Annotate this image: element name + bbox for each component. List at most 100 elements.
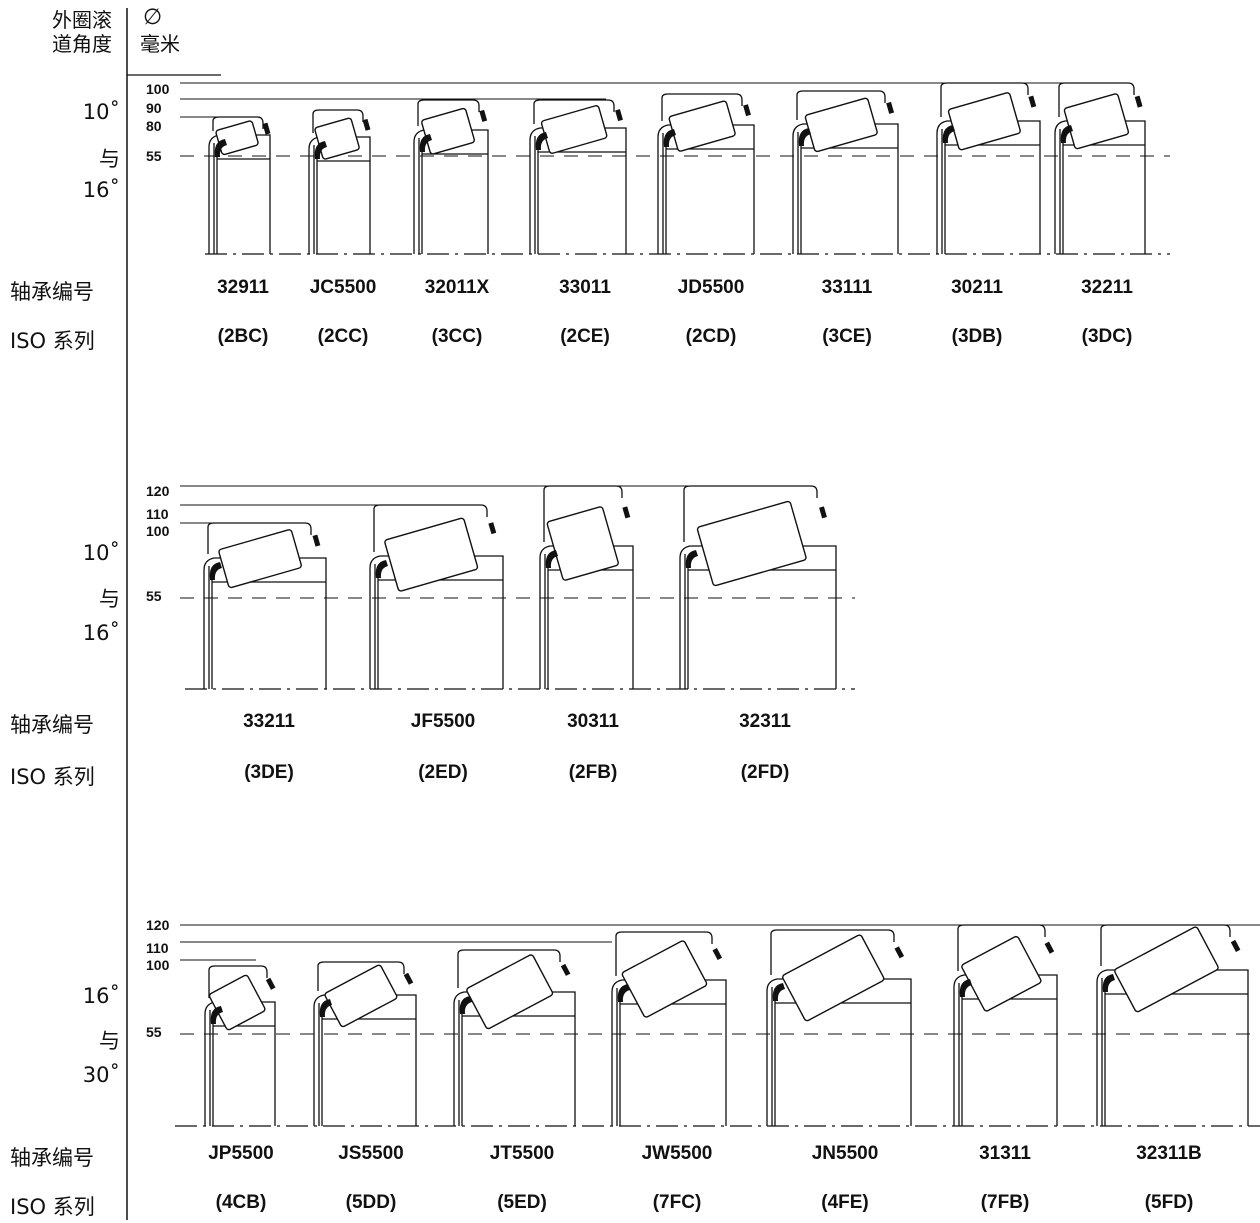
cage-right-segment bbox=[488, 522, 497, 535]
group2-angle-to: 16˚ bbox=[82, 621, 120, 645]
cage-left-segment bbox=[214, 139, 227, 157]
inner-ring bbox=[953, 974, 1058, 1126]
iso-series: (2CC) bbox=[317, 326, 369, 347]
tapered-roller bbox=[218, 529, 302, 589]
cage-left-segment bbox=[545, 550, 558, 568]
cage-left-segment bbox=[617, 984, 630, 1002]
group1-angle-from: 10˚ bbox=[82, 100, 120, 124]
bearing-code: 31311 bbox=[979, 1143, 1031, 1164]
group1-tick-100: 100 bbox=[146, 81, 170, 97]
cage-left-segment bbox=[535, 132, 548, 150]
inner-ring bbox=[792, 123, 899, 254]
group2-bearing-number-label: 轴承编号 bbox=[10, 713, 94, 737]
cage-right-segment bbox=[1134, 95, 1143, 108]
cage-right-segment bbox=[362, 118, 371, 131]
group3-tick-110: 110 bbox=[146, 940, 169, 956]
group3-tick-55: 55 bbox=[146, 1024, 162, 1040]
cage-left-segment bbox=[772, 983, 785, 1001]
cage-right-segment bbox=[894, 946, 905, 959]
cage-right-segment bbox=[265, 977, 276, 990]
bearing-code: JN5500 bbox=[811, 1143, 879, 1164]
diameter-symbol: ∅ bbox=[143, 5, 163, 30]
cage-left-segment bbox=[798, 128, 811, 146]
cage-left-segment bbox=[685, 550, 698, 568]
bearing-code: JD5500 bbox=[677, 277, 745, 298]
inner-ring bbox=[766, 978, 912, 1126]
angle-title-line2: 道角度 bbox=[52, 32, 112, 56]
cage-right-segment bbox=[615, 109, 623, 122]
cage-left-segment bbox=[663, 129, 676, 147]
bearing-code: JT5500 bbox=[489, 1143, 555, 1164]
tapered-roller bbox=[961, 935, 1042, 1012]
iso-series: (3DC) bbox=[1081, 326, 1133, 347]
bearing-drawings bbox=[175, 82, 1260, 1127]
iso-series: (2FB) bbox=[568, 762, 618, 783]
cage-left-segment bbox=[314, 141, 327, 159]
inner-ring bbox=[539, 545, 634, 689]
iso-series: (2BC) bbox=[217, 326, 269, 347]
cage-right-segment bbox=[1044, 941, 1055, 954]
bearing-code: 32211 bbox=[1081, 277, 1133, 298]
iso-series: (7FB) bbox=[980, 1192, 1030, 1213]
cage-right-segment bbox=[312, 534, 321, 547]
iso-series: (4FE) bbox=[821, 1192, 869, 1213]
group2-tick-110: 110 bbox=[146, 506, 169, 522]
group1-tick-55: 55 bbox=[146, 148, 162, 164]
iso-series: (5FD) bbox=[1144, 1192, 1194, 1213]
iso-series: (5DD) bbox=[345, 1192, 397, 1213]
unit-label: 毫米 bbox=[140, 32, 180, 56]
tapered-roller bbox=[621, 940, 708, 1018]
inner-ring bbox=[657, 124, 755, 254]
cage-left-segment bbox=[319, 999, 332, 1017]
tapered-roller bbox=[384, 517, 479, 592]
inner-ring bbox=[611, 979, 727, 1126]
group1-iso-series-label: ISO 系列 bbox=[10, 329, 95, 353]
cage-left-segment bbox=[1102, 974, 1115, 992]
inner-ring bbox=[313, 994, 417, 1126]
cage-right-segment bbox=[1028, 95, 1037, 108]
cage-right-segment bbox=[479, 109, 488, 122]
angle-column-title: 外圈滚 道角度 bbox=[40, 8, 112, 56]
bearing-code: 30211 bbox=[951, 277, 1003, 298]
iso-series: (2CE) bbox=[560, 326, 610, 347]
cage-left-segment bbox=[959, 979, 972, 997]
cage-right-segment bbox=[1230, 939, 1241, 952]
angle-title-line1: 外圈滚 bbox=[52, 8, 112, 32]
cage-left-segment bbox=[375, 560, 388, 578]
cage-left-segment bbox=[210, 1006, 223, 1024]
cage-left-segment bbox=[1060, 125, 1073, 143]
inner-ring bbox=[1096, 969, 1249, 1126]
bearing-code: 32311B bbox=[1136, 1143, 1202, 1164]
group2-tick-55: 55 bbox=[146, 588, 162, 604]
iso-series: (3CC) bbox=[431, 326, 483, 347]
cage-right-segment bbox=[560, 963, 571, 976]
bearing-code: 32311 bbox=[739, 711, 791, 732]
cage-left-segment bbox=[419, 134, 432, 152]
inner-ring bbox=[679, 545, 837, 689]
tapered-roller bbox=[466, 954, 554, 1030]
bearing-code: 32011X bbox=[424, 277, 490, 298]
group3-tick-100: 100 bbox=[146, 957, 170, 973]
bearing-code: 33011 bbox=[559, 277, 611, 298]
cage-right-segment bbox=[622, 506, 631, 519]
inner-ring bbox=[453, 991, 576, 1126]
group3-angle-to: 30˚ bbox=[82, 1063, 120, 1087]
group2-tick-100: 100 bbox=[146, 523, 170, 539]
inner-ring bbox=[1054, 120, 1146, 254]
cage-right-segment bbox=[262, 122, 271, 135]
cage-right-segment bbox=[403, 972, 414, 985]
cage-right-segment bbox=[712, 947, 723, 961]
iso-series: (5ED) bbox=[497, 1192, 547, 1213]
inner-ring bbox=[529, 127, 627, 254]
group1-angle-conj: 与 bbox=[99, 147, 120, 171]
iso-series: (2ED) bbox=[418, 762, 468, 783]
iso-series: (3DB) bbox=[951, 326, 1003, 347]
bearing-code: JS5500 bbox=[338, 1143, 404, 1164]
cage-right-segment bbox=[743, 104, 751, 117]
group1-tick-90: 90 bbox=[146, 100, 162, 116]
group2-iso-series-label: ISO 系列 bbox=[10, 765, 95, 789]
group3-iso-series-label: ISO 系列 bbox=[10, 1195, 95, 1219]
inner-ring bbox=[203, 557, 327, 689]
group2-tick-120: 120 bbox=[146, 483, 170, 499]
